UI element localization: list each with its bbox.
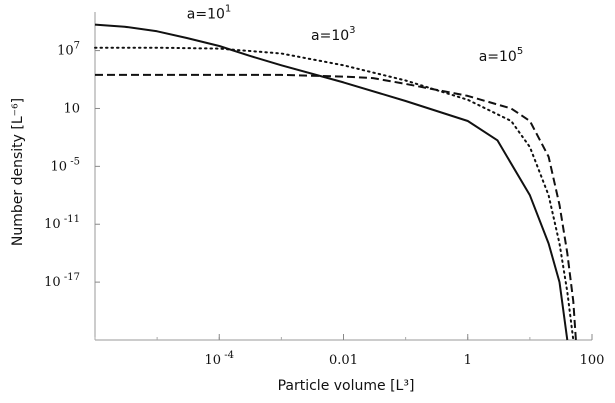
series-layer bbox=[94, 23, 577, 341]
series-label-3: a=105 bbox=[479, 46, 524, 65]
x-tick-label: 10 -4 bbox=[205, 350, 234, 368]
y-tick-label: 10 bbox=[63, 101, 80, 116]
labels-layer: a=101 a=103 a=105 bbox=[187, 4, 523, 65]
series-label-1: a=101 bbox=[187, 4, 232, 23]
x-tick-label: 100 bbox=[580, 353, 605, 368]
x-tick-label: 1 bbox=[464, 353, 472, 368]
y-axis-title: Number density [L⁻⁶] bbox=[10, 98, 26, 246]
y-tick-label: 10 -17 bbox=[44, 272, 80, 290]
series-line-1 bbox=[94, 23, 569, 341]
y-tick-label: 10 -5 bbox=[51, 156, 80, 174]
x-axis-title: Particle volume [L³] bbox=[278, 378, 415, 394]
x-tick-label: 0.01 bbox=[329, 353, 358, 368]
series-line-3 bbox=[95, 73, 577, 341]
series-line-2 bbox=[94, 46, 575, 341]
y-tick-label: 107 bbox=[57, 41, 80, 59]
axes: 10 -4 0.01 1 100 107 10 10 -5 10 -11 10 -17 bbox=[44, 12, 604, 368]
series-label-2: a=103 bbox=[311, 25, 356, 44]
y-tick-label: 10 -11 bbox=[44, 214, 80, 232]
